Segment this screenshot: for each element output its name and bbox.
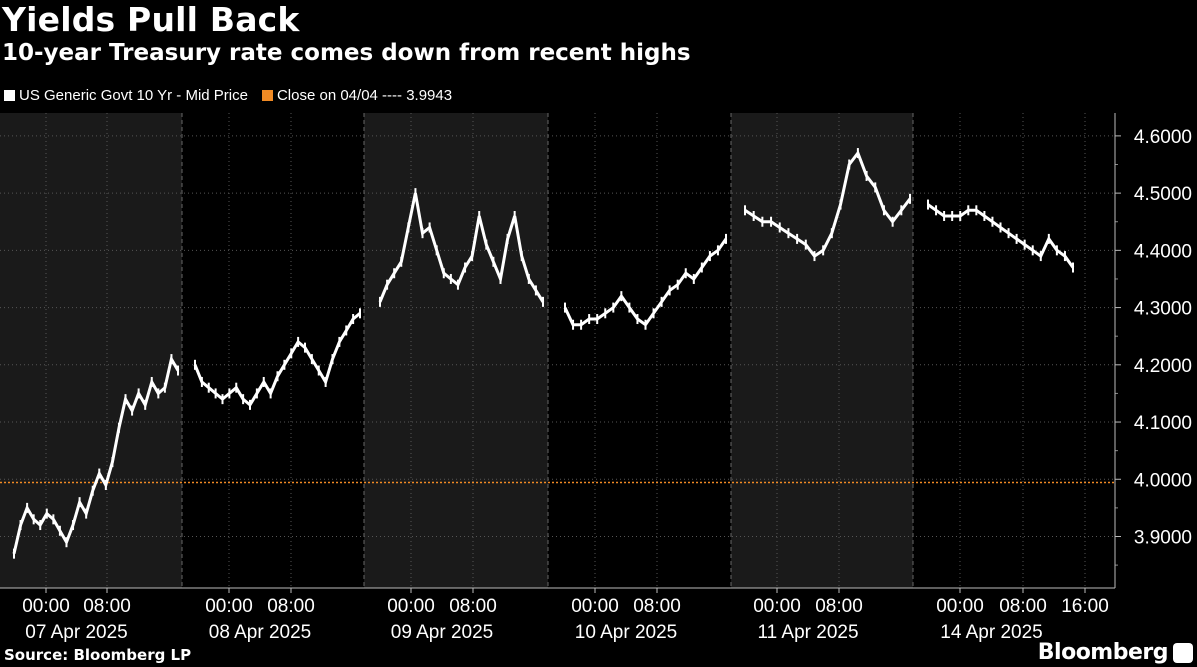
legend-series-label: US Generic Govt 10 Yr - Mid Price xyxy=(19,87,248,104)
y-tick-label: 3.9000 xyxy=(1134,527,1192,548)
x-time-label: 08:00 xyxy=(815,596,863,617)
series-line-segment xyxy=(744,150,912,259)
legend-reference-label: Close on 04/04 ---- 3.9943 xyxy=(276,87,453,104)
x-time-label: 00:00 xyxy=(753,596,801,617)
bloomberg-chart-icon xyxy=(1173,643,1193,663)
y-tick-label: 4.5000 xyxy=(1134,184,1192,205)
chart-subtitle: 10-year Treasury rate comes down from re… xyxy=(2,40,691,66)
source-note: Source: Bloomberg LP xyxy=(4,646,192,664)
x-time-label: 00:00 xyxy=(387,596,435,617)
x-time-label: 08:00 xyxy=(449,596,497,617)
day-band-1 xyxy=(0,113,182,588)
brand-logo: Bloomberg xyxy=(1037,640,1169,665)
reference-swatch-icon xyxy=(261,90,273,101)
x-time-label: 00:00 xyxy=(22,596,70,617)
series-line-segment xyxy=(193,312,361,408)
day-band-3 xyxy=(364,113,548,588)
x-time-label: 08:00 xyxy=(83,596,131,617)
series-line-segment xyxy=(563,238,728,327)
x-time-label: 08:00 xyxy=(999,596,1047,617)
chart-title: Yields Pull Back xyxy=(2,0,300,39)
y-tick-label: 4.4000 xyxy=(1134,241,1192,262)
series-line-segment xyxy=(927,203,1075,269)
x-time-label: 00:00 xyxy=(936,596,984,617)
series-swatch-icon xyxy=(4,90,15,101)
y-tick-label: 4.1000 xyxy=(1134,413,1192,434)
series-line-segment xyxy=(12,355,180,555)
y-tick-label: 4.2000 xyxy=(1134,356,1192,377)
x-time-label: 08:00 xyxy=(633,596,681,617)
x-time-label: 08:00 xyxy=(267,596,315,617)
x-day-label: 07 Apr 2025 xyxy=(25,622,127,643)
legend-item-series: US Generic Govt 10 Yr - Mid Price xyxy=(4,87,248,104)
legend-item-reference: Close on 04/04 ---- 3.9943 xyxy=(261,87,453,104)
x-day-label: 09 Apr 2025 xyxy=(391,622,493,643)
x-day-label: 14 Apr 2025 xyxy=(940,622,1042,643)
x-time-label: 16:00 xyxy=(1061,596,1109,617)
x-time-label: 00:00 xyxy=(571,596,619,617)
day-band-5 xyxy=(731,113,913,588)
series-line-segment xyxy=(378,192,545,303)
x-day-label: 10 Apr 2025 xyxy=(575,622,677,643)
x-day-label: 11 Apr 2025 xyxy=(757,622,858,643)
y-tick-label: 4.6000 xyxy=(1134,127,1192,148)
x-day-label: 08 Apr 2025 xyxy=(209,622,311,643)
x-time-label: 00:00 xyxy=(205,596,253,617)
y-tick-label: 4.0000 xyxy=(1134,470,1192,491)
chart-legend: US Generic Govt 10 Yr - Mid Price Close … xyxy=(4,87,466,104)
y-tick-label: 4.3000 xyxy=(1134,299,1192,320)
